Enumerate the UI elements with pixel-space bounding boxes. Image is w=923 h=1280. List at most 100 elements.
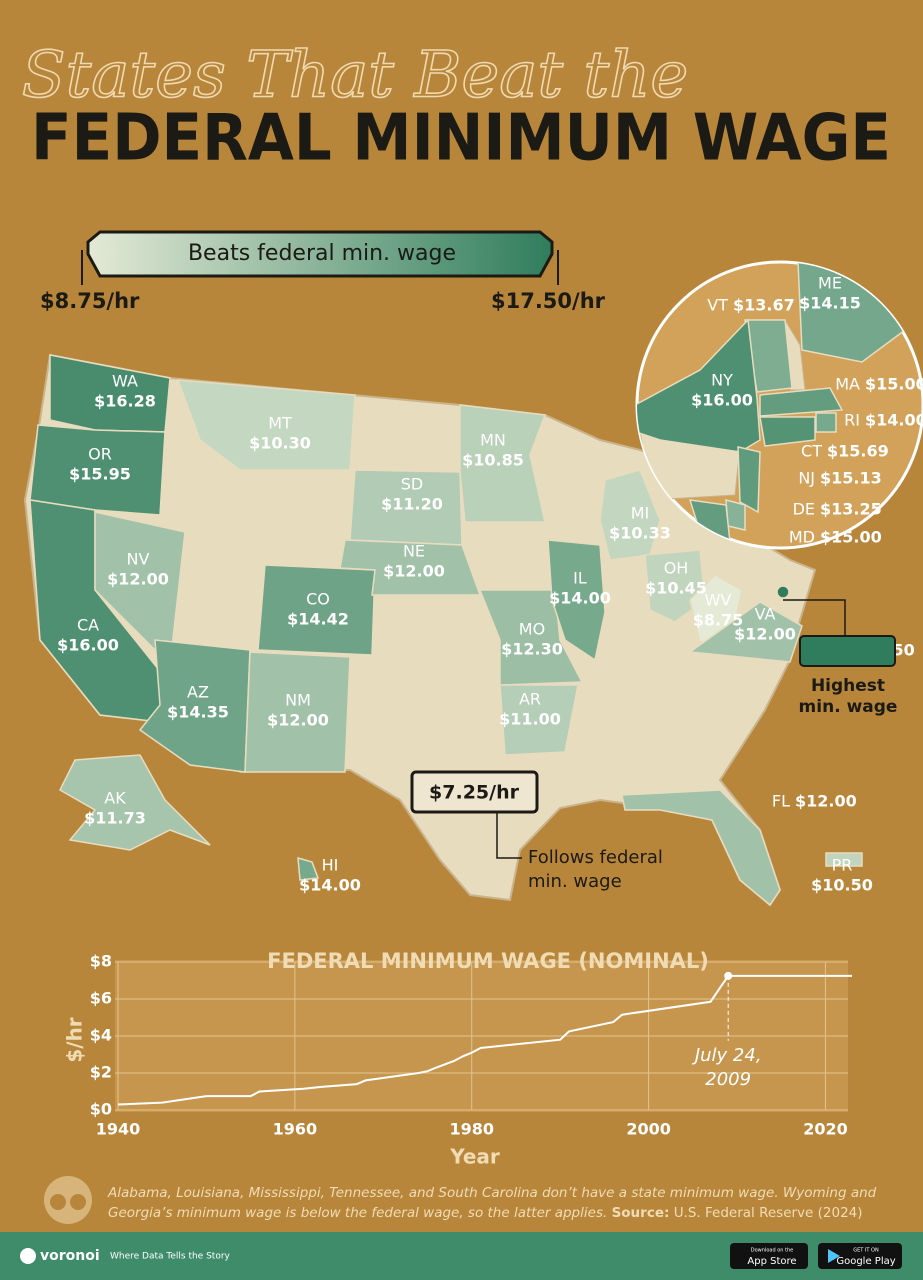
state (687, 601, 803, 663)
state (459, 404, 547, 523)
state-wage: $8.75 (693, 611, 744, 630)
x-tick-label: 2000 (626, 1120, 671, 1139)
state-abbr: HI (322, 856, 339, 875)
footnote-block: Alabama, Louisiana, Mississippi, Tenness… (108, 1183, 898, 1223)
dc-leader (783, 599, 846, 640)
state (737, 446, 761, 514)
state (138, 639, 251, 773)
legend-bracket (81, 250, 559, 285)
state-wage: $14.15 (799, 294, 861, 313)
play-icon (828, 1249, 840, 1263)
badge-small: GET IT ON (853, 1248, 879, 1254)
state-wage: $10.30 (249, 434, 311, 453)
state (257, 564, 376, 656)
state (339, 539, 482, 596)
state-wage: $14.00 (549, 589, 611, 608)
state (547, 539, 606, 662)
state (59, 754, 211, 851)
state (759, 416, 816, 447)
state-wage: $16.00 (691, 391, 753, 410)
state-abbr: MI (631, 504, 650, 523)
federal-callout: $7.25/hr (429, 782, 520, 804)
state-wage: $10.45 (645, 579, 707, 598)
state (644, 549, 706, 623)
x-tick-label: 1960 (273, 1120, 318, 1139)
state-abbr: CA (77, 616, 99, 635)
state-wage: $12.00 (383, 562, 445, 581)
state (499, 684, 579, 756)
state (825, 852, 863, 867)
state-abbr: NE (403, 542, 425, 561)
badge-small: Download on the (751, 1248, 793, 1254)
state-wage: $13.67 (733, 296, 795, 315)
federal-leader (496, 812, 522, 859)
x-tick-label: 1940 (96, 1120, 141, 1139)
state-abbr: VT (707, 296, 728, 315)
state-wage: $14.00 (299, 876, 361, 895)
y-tick-label: $6 (90, 989, 112, 1008)
highest-note: Highest (811, 676, 885, 696)
tagline: Where Data Tells the Story (110, 1252, 231, 1262)
y-axis-label: $/hr (63, 1017, 87, 1062)
brand-icon (20, 1248, 36, 1264)
annotation: 2009 (705, 1069, 751, 1090)
state (759, 387, 844, 417)
state-wage: $16.00 (57, 636, 119, 655)
state-wage: $12.00 (795, 792, 857, 811)
source: U.S. Federal Reserve (2024) (673, 1205, 863, 1221)
state-abbr: FL (772, 792, 790, 811)
state-wage: $10.33 (609, 524, 671, 543)
state-abbr: NY (711, 371, 733, 390)
state-abbr: MA (835, 375, 860, 394)
state-abbr: VA (755, 605, 776, 624)
federal-note: Follows federal (528, 847, 663, 868)
state-wage: $14.35 (167, 703, 229, 722)
state-wage: $11.00 (499, 710, 561, 729)
state-abbr: AK (104, 789, 126, 808)
legend-min: $8.75/hr (40, 289, 140, 313)
state-wage: $11.73 (84, 809, 146, 828)
title-main: FEDERAL MINIMUM WAGE (31, 102, 891, 176)
state-abbr: MO (519, 620, 545, 639)
highest-note: min. wage (799, 697, 898, 717)
line (117, 974, 852, 1106)
state-abbr: RI (844, 411, 860, 430)
legend-scale (86, 230, 554, 278)
state-wage: $15.00 (820, 528, 882, 547)
state-wage: $15.95 (69, 465, 131, 484)
state-wage: $12.30 (501, 640, 563, 659)
annotation: July 24, (692, 1045, 762, 1066)
state-abbr: DE (793, 500, 815, 519)
state-wage: $15.00 (865, 375, 923, 394)
state (176, 379, 356, 471)
state-wage: $14.00 (865, 411, 923, 430)
app-store-badge[interactable] (730, 1243, 808, 1269)
state-wage: $14.42 (287, 610, 349, 629)
state (815, 412, 837, 433)
state-abbr: OH (664, 559, 689, 578)
state-abbr: AZ (187, 683, 209, 702)
x-tick-label: 2020 (803, 1120, 848, 1139)
state-wage: $12.00 (107, 570, 169, 589)
state-wage: $13.25 (820, 500, 882, 519)
state-wage: $10.50 (811, 876, 873, 895)
labels: WA$16.28OR$15.95CA$16.00NV$12.00AZ$14.35… (57, 274, 923, 895)
y-tick-label: $8 (90, 952, 112, 971)
title-script: States That Beat the (22, 39, 689, 113)
y-tick-label: $2 (90, 1063, 112, 1082)
legend-label: Beats federal min. wage (188, 241, 456, 266)
state (244, 651, 351, 773)
line-chart: $0 $2 $4 $6 $8 1940 1960 1980 2000 2020 July 24, 20… (90, 952, 852, 1139)
state-abbr: CO (306, 590, 330, 609)
federal-box (410, 770, 539, 814)
google-play-badge[interactable] (818, 1243, 902, 1269)
state-abbr: NV (127, 550, 150, 569)
state-abbr: MT (268, 414, 292, 433)
state-abbr: WA (112, 372, 138, 391)
state-abbr: SD (401, 475, 423, 494)
state-wage: $15.69 (827, 442, 889, 461)
state-wage: $16.28 (94, 392, 156, 411)
state-wage: $12.00 (734, 625, 796, 644)
annotation-point (724, 971, 733, 980)
legend-max: $17.50/hr (491, 289, 606, 313)
